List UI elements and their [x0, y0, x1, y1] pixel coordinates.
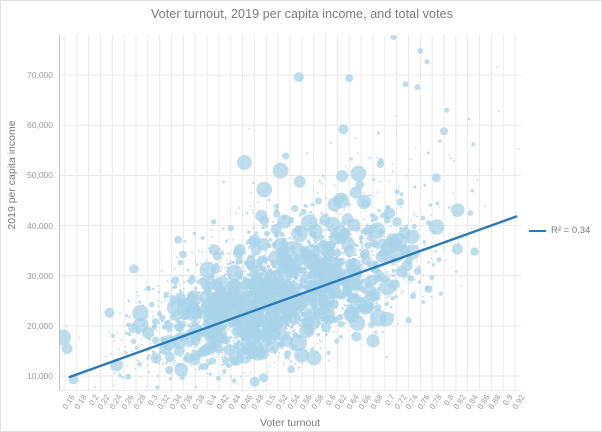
- trend-line: [68, 215, 518, 379]
- y-tick-label: 10,000: [27, 370, 53, 381]
- y-tick-label: 40,000: [27, 220, 53, 231]
- y-tick-label: 20,000: [27, 320, 53, 331]
- x-axis-title: Voter turnout: [259, 417, 321, 429]
- scatter-points-group: [59, 35, 520, 390]
- plot-area: [59, 35, 521, 391]
- y-tick-label: 70,000: [27, 70, 53, 81]
- y-tick-label: 50,000: [27, 170, 53, 181]
- scatter-plot-svg: [59, 35, 521, 391]
- trendline-legend-label: R² = 0.34: [551, 225, 591, 236]
- trendline-legend-swatch: [529, 229, 546, 232]
- chart-title: Voter turnout, 2019 per capita income, a…: [150, 7, 454, 21]
- y-axis-tick-labels: 10,000 20,000 30,000 40,000 50,000 60,000 70,0…: [1, 35, 53, 391]
- y-tick-label: 60,000: [27, 120, 53, 131]
- x-tick-label: 0.92: [510, 393, 527, 411]
- legend[interactable]: R² = 0.34: [529, 225, 590, 236]
- y-tick-label: 30,000: [27, 270, 53, 281]
